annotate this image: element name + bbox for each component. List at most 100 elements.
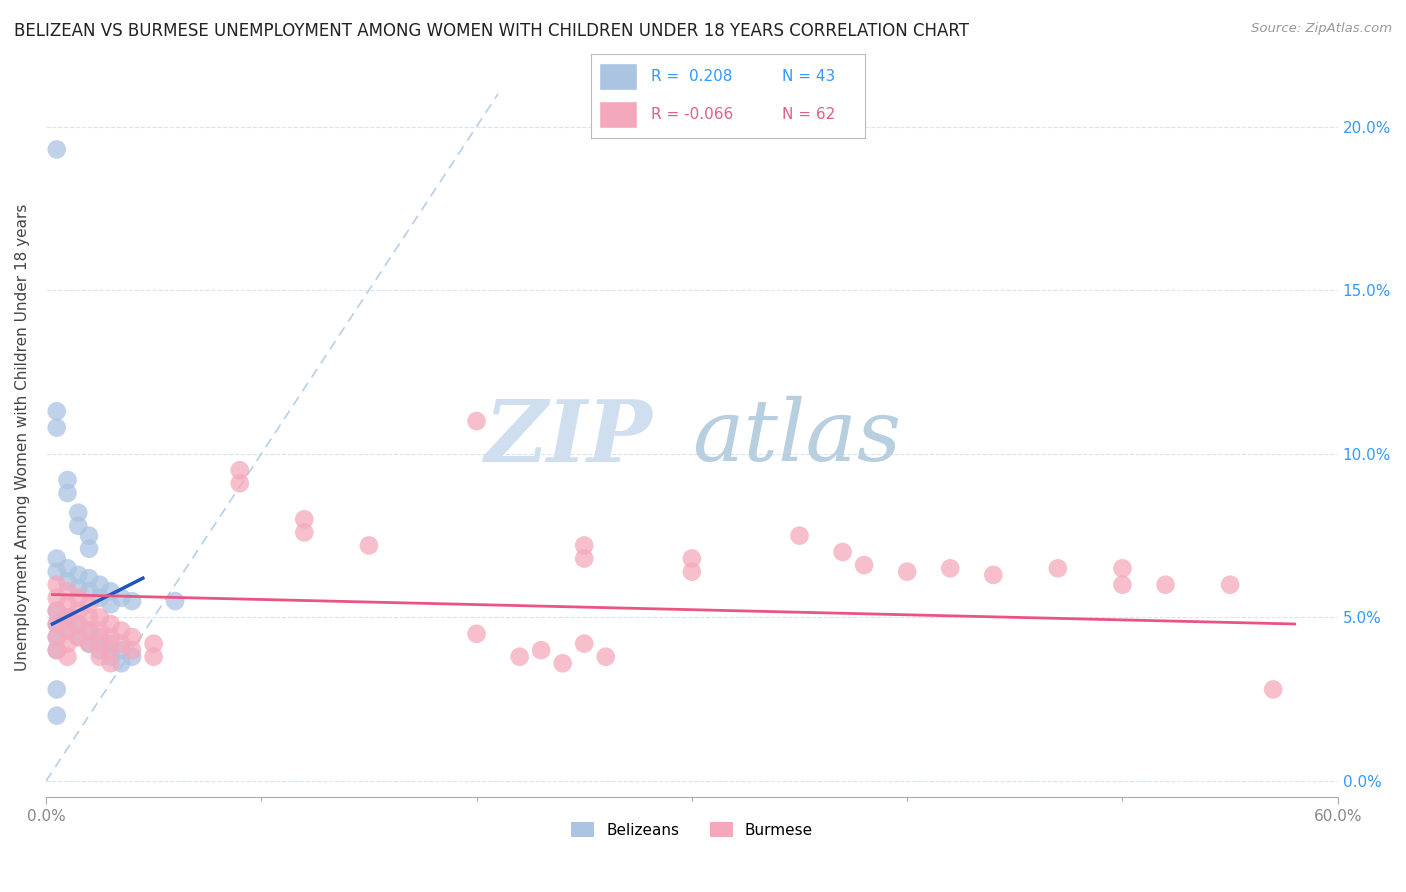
Point — [67, 617, 90, 632]
Point — [110, 637, 132, 651]
Point — [853, 558, 876, 572]
Point — [45, 420, 67, 434]
Point — [77, 541, 100, 556]
Point — [100, 657, 122, 671]
Point — [142, 649, 165, 664]
Point — [110, 643, 132, 657]
Point — [45, 604, 67, 618]
Point — [56, 610, 79, 624]
Text: atlas: atlas — [692, 396, 901, 479]
Point — [1263, 682, 1285, 697]
Text: R =  0.208: R = 0.208 — [651, 69, 733, 84]
Point — [681, 565, 703, 579]
Point — [77, 637, 100, 651]
Point — [45, 591, 67, 605]
Point — [67, 630, 90, 644]
Point — [56, 637, 79, 651]
Point — [77, 584, 100, 599]
Point — [89, 649, 111, 664]
Point — [465, 414, 488, 428]
Point — [77, 624, 100, 638]
Point — [56, 610, 79, 624]
Legend: Belizeans, Burmese: Belizeans, Burmese — [565, 815, 818, 844]
Point — [77, 624, 100, 638]
Text: ZIP: ZIP — [485, 396, 654, 479]
Point — [77, 637, 100, 651]
Point — [509, 649, 531, 664]
Point — [681, 551, 703, 566]
Point — [939, 561, 962, 575]
Point — [77, 571, 100, 585]
Text: N = 62: N = 62 — [782, 107, 835, 122]
Point — [89, 591, 111, 605]
Point — [56, 561, 79, 575]
Point — [67, 617, 90, 632]
Text: N = 43: N = 43 — [782, 69, 835, 84]
Text: R = -0.066: R = -0.066 — [651, 107, 733, 122]
Point — [56, 624, 79, 638]
Point — [100, 630, 122, 644]
Point — [292, 525, 315, 540]
Point — [89, 624, 111, 638]
Point — [229, 476, 252, 491]
Text: Source: ZipAtlas.com: Source: ZipAtlas.com — [1251, 22, 1392, 36]
Point — [77, 610, 100, 624]
Point — [465, 627, 488, 641]
Point — [981, 568, 1004, 582]
Point — [67, 506, 90, 520]
Point — [45, 551, 67, 566]
Point — [100, 584, 122, 599]
Point — [574, 538, 596, 552]
Point — [229, 463, 252, 477]
Point — [89, 643, 111, 657]
Point — [77, 528, 100, 542]
Point — [789, 528, 811, 542]
Text: BELIZEAN VS BURMESE UNEMPLOYMENT AMONG WOMEN WITH CHILDREN UNDER 18 YEARS CORREL: BELIZEAN VS BURMESE UNEMPLOYMENT AMONG W… — [14, 22, 969, 40]
Point — [45, 682, 67, 697]
Point — [1111, 561, 1133, 575]
Point — [165, 594, 187, 608]
Point — [67, 604, 90, 618]
Point — [56, 598, 79, 612]
Point — [45, 604, 67, 618]
Point — [89, 630, 111, 644]
Point — [1046, 561, 1069, 575]
Point — [56, 624, 79, 638]
Point — [142, 637, 165, 651]
Point — [100, 643, 122, 657]
Point — [45, 617, 67, 632]
Point — [56, 584, 79, 599]
Point — [1219, 578, 1241, 592]
Point — [530, 643, 553, 657]
Point — [896, 565, 918, 579]
Point — [1154, 578, 1177, 592]
Point — [89, 578, 111, 592]
Point — [45, 565, 67, 579]
Point — [100, 617, 122, 632]
Point — [595, 649, 617, 664]
Point — [45, 708, 67, 723]
Point — [56, 574, 79, 589]
Point — [67, 581, 90, 595]
Point — [56, 486, 79, 500]
Point — [121, 649, 143, 664]
Point — [121, 630, 143, 644]
Point — [45, 143, 67, 157]
Point — [56, 649, 79, 664]
Point — [110, 624, 132, 638]
Point — [551, 657, 574, 671]
Point — [45, 617, 67, 632]
Point — [67, 568, 90, 582]
Point — [45, 578, 67, 592]
Point — [292, 512, 315, 526]
Point — [45, 404, 67, 418]
Point — [67, 591, 90, 605]
Point — [89, 610, 111, 624]
FancyBboxPatch shape — [599, 62, 637, 90]
Point — [121, 643, 143, 657]
Point — [45, 630, 67, 644]
Point — [100, 649, 122, 664]
Point — [89, 637, 111, 651]
Point — [100, 598, 122, 612]
Point — [67, 518, 90, 533]
